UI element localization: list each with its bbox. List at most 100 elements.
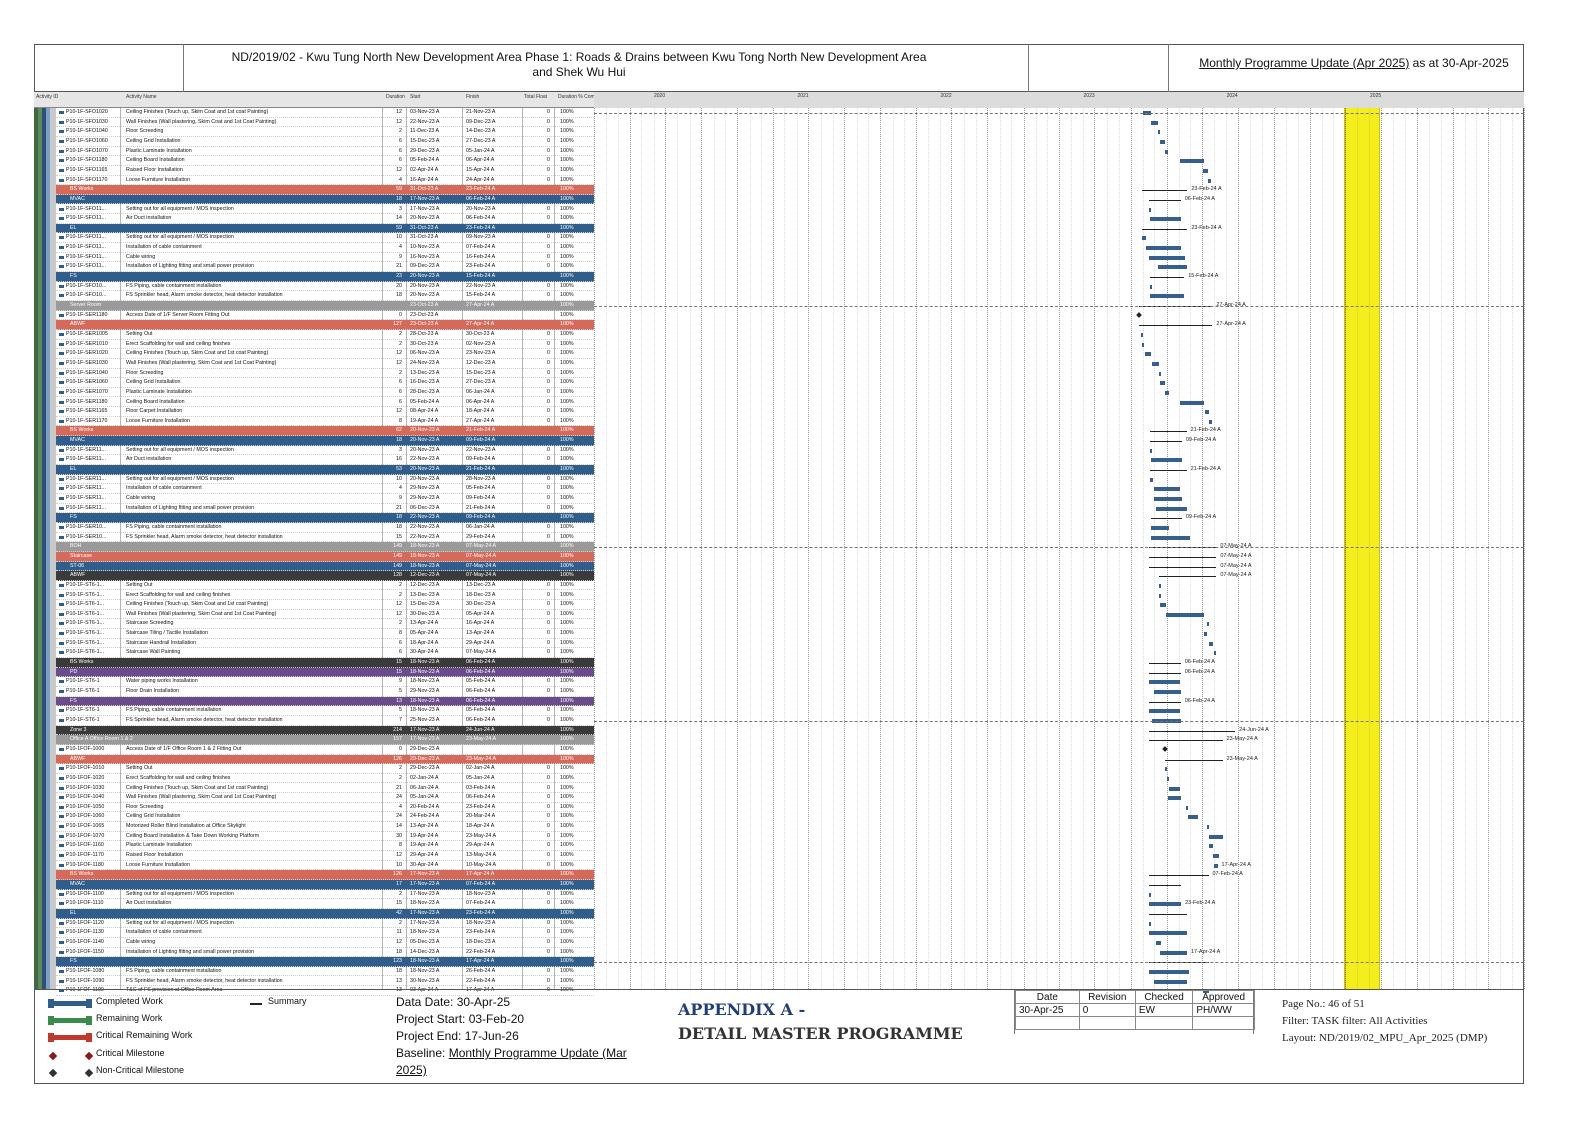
activity-row[interactable]: P10-1FOF-1040 Wall Finishes (Wall plaster… [56,793,594,803]
activity-row[interactable]: P10-1FOF-1080 FS Piping, cable containmen… [56,967,594,977]
activity-bar[interactable] [1155,940,1162,945]
activity-bar[interactable] [1159,950,1187,955]
wbs-summary-row[interactable]: BS Works 59 31-Oct-23 A 23-Feb-24 A 100% [56,185,594,195]
activity-bar[interactable] [1158,583,1161,588]
activity-row[interactable]: P10-1F-ST6-1... Staircase Wall Painting 6 3… [56,648,594,659]
activity-bar[interactable] [1165,149,1169,154]
activity-bar[interactable] [1160,381,1165,386]
activity-bar[interactable] [1156,506,1187,511]
activity-bar[interactable] [1208,178,1212,183]
activity-bar[interactable] [1159,593,1162,598]
summary-bar[interactable] [1148,199,1181,201]
wbs-summary-row[interactable]: ABWF 127 23-Oct-23 A 27-Apr-24 A 100% [56,320,594,330]
activity-bar[interactable] [1150,535,1190,540]
activity-bar[interactable] [1209,834,1223,839]
activity-row[interactable]: P10-1FOF-1180 Loose Furniture Installatio… [56,861,594,871]
activity-bar[interactable] [1203,632,1207,637]
activity-row[interactable]: P10-1F-SER1040 Floor Screeding 2 13-Dec-23 … [56,369,594,379]
summary-bar[interactable] [1149,566,1217,568]
activity-row[interactable]: P10-1F-SER1180 Ceiling Board Installation… [56,398,594,408]
activity-bar[interactable] [1187,815,1198,820]
activity-bar[interactable] [1148,255,1185,260]
activity-row[interactable]: P10-1FOF-1070 Ceiling Board Installation … [56,832,594,842]
wbs-summary-row[interactable]: Office A Office Room 1 & 2 157 17-Nov-23 A… [56,735,594,745]
activity-bar[interactable] [1153,487,1181,492]
activity-row[interactable]: P10-1F-SER1170 Loose Furniture Installati… [56,417,594,427]
activity-bar[interactable] [1166,776,1169,781]
activity-bar[interactable] [1153,690,1181,694]
activity-bar[interactable] [1186,805,1189,810]
summary-bar[interactable] [1148,730,1236,732]
wbs-summary-row[interactable]: BS Works 15 18-Nov-23 A 06-Feb-24 A 100% [56,658,594,668]
activity-row[interactable]: P10-1F-SER1070 Plastic Laminate Installat… [56,388,594,398]
activity-row[interactable]: P10-1FOF-1090 FS Sprinkler head, Alarm sm… [56,977,594,987]
activity-row[interactable]: P10-1F-SFO1040 Floor Screeding 2 11-Dec-23 … [56,127,594,137]
activity-row[interactable]: P10-1F-SER1010 Erect Scaffolding for wall… [56,340,594,350]
activity-bar[interactable] [1159,139,1165,144]
activity-bar[interactable] [1150,294,1185,299]
activity-bar[interactable] [1150,458,1182,463]
wbs-summary-row[interactable]: BS Works 62 20-Nov-23 A 21-Feb-24 A 100% [56,426,594,437]
wbs-summary-row[interactable]: MVAC 18 20-Nov-23 A 09-Feb-24 A 100% [56,436,594,446]
summary-bar[interactable] [1148,913,1188,915]
activity-row[interactable]: P10-1F-SFO11... Installation of cable con… [56,243,594,253]
activity-row[interactable]: P10-1F-SFO11... Setting out for all equip… [56,233,594,244]
activity-bar[interactable] [1149,709,1181,714]
col-activity-id[interactable]: Activity ID [36,94,59,100]
activity-row[interactable]: P10-1F-SER11... Setting out for all equip… [56,475,594,485]
activity-row[interactable]: P10-1F-SFO1180 Ceiling Board Installation… [56,156,594,166]
activity-bar[interactable] [1213,863,1218,868]
activity-row[interactable]: P10-1F-SER11... Setting out for all equip… [56,446,594,456]
activity-bar[interactable] [1165,390,1169,395]
wbs-summary-row[interactable]: Staircase 149 18-Nov-23 A 07-May-24 A 100% [56,551,594,562]
activity-bar[interactable] [1150,284,1153,289]
summary-bar[interactable] [1148,885,1182,886]
activity-row[interactable]: P10-1FOF-1160 Plastic Laminate Installati… [56,841,594,852]
activity-row[interactable]: P10-1F-SFO1170 Loose Furniture Installati… [56,176,594,186]
milestone-marker[interactable] [1136,311,1142,318]
wbs-summary-row[interactable]: ABWF 126 29-Dec-23 A 23-May-24 A 100% [56,754,594,765]
activity-bar[interactable] [1150,120,1158,125]
activity-bar[interactable] [1149,902,1182,907]
activity-bar[interactable] [1148,921,1151,926]
summary-bar[interactable] [1149,672,1181,674]
activity-row[interactable]: P10-1FOF-1150 Installation of Lighting fi… [56,948,594,958]
baseline-link-cont[interactable]: 2025) [396,1063,427,1077]
activity-bar[interactable] [1146,246,1182,251]
activity-row[interactable]: P10-1F-ST6-1... Staircase Tiling / Tactil… [56,629,594,639]
activity-row[interactable]: P10-1F-SER1020 Ceiling Finishes (Touch up… [56,349,594,359]
activity-row[interactable]: P10-1F-SER1005 Setting Out 2 28-Oct-23 A 30-… [56,330,594,340]
summary-bar[interactable] [1150,431,1187,433]
activity-row[interactable]: P10-1F-SER10... FS Piping, cable containm… [56,523,594,533]
col-total-float[interactable]: Total Float [524,94,548,100]
activity-bar[interactable] [1151,361,1159,366]
col-start[interactable]: Start [410,94,421,100]
activity-row[interactable]: P10-1F-SFO1030 Wall Finishes (Wall plaste… [56,118,594,128]
activity-row[interactable]: P10-1F-SFO10... FS Sprinkler head, Alarm … [56,291,594,301]
activity-row[interactable]: P10-1F-ST6-1... Ceiling Finishes (Touch u… [56,600,594,610]
activity-row[interactable]: P10-1F-SER1060 Ceiling Grid Installation 6… [56,378,594,388]
activity-row[interactable]: P10-1FOF-1020 Erect Scaffolding for wall … [56,774,594,784]
activity-bar[interactable] [1180,400,1205,405]
wbs-summary-row[interactable]: PD 15 18-Nov-23 A 06-Feb-24 A 100% [56,667,594,678]
activity-row[interactable]: P10-1F-ST6-1... Setting Out 2 12-Dec-23 A 13… [56,581,594,591]
activity-bar[interactable] [1206,825,1209,830]
activity-bar[interactable] [1149,969,1189,974]
activity-row[interactable]: P10-1F-SER11... Air Duct installation 16 22… [56,455,594,466]
activity-row[interactable]: P10-1FOF-1065 Motorized Roller Blind Inst… [56,822,594,832]
activity-row[interactable]: P10-1FOF-1010 Setting Out 2 29-Dec-23 A 02-J… [56,764,594,774]
col-duration[interactable]: Duration [386,94,405,100]
activity-row[interactable]: P10-1FOF-1170 Raised Floor Installation 12… [56,851,594,861]
activity-row[interactable]: P10-1F-SER11... Installation of Lighting … [56,504,594,514]
activity-row[interactable]: P10-1FOF-1190 T&C of FS provision at Offi… [56,986,594,996]
wbs-summary-row[interactable]: FS 13 18-Nov-23 A 06-Feb-24 A 100% [56,696,594,707]
summary-bar[interactable] [1150,518,1182,520]
summary-bar[interactable] [1148,740,1223,742]
activity-row[interactable]: P10-1F-ST6-1 FS Sprinkler head, Alarm smo… [56,716,594,726]
activity-bar[interactable] [1153,497,1182,501]
activity-row[interactable]: P10-1F-SFO11... Air Duct installation 14 20… [56,214,594,224]
activity-row[interactable]: P10-1F-SFO1165 Raised Floor Installation 1… [56,166,594,176]
wbs-summary-row[interactable]: MVAC 18 17-Nov-23 A 06-Feb-24 A 100% [56,194,594,205]
activity-row[interactable]: P10-1F-ST6-1... Staircase Handrail Instal… [56,639,594,649]
summary-bar[interactable] [1142,228,1188,230]
